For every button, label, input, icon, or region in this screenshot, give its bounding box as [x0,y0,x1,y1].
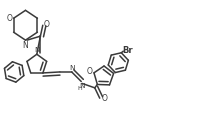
Text: N: N [23,41,28,50]
Text: O: O [87,67,93,76]
Text: N: N [34,47,40,53]
Text: O: O [6,14,12,23]
Text: O: O [43,20,49,29]
Text: Br: Br [122,46,133,55]
Text: H: H [77,86,82,91]
Text: O: O [101,94,107,103]
Text: N: N [80,83,85,89]
Text: N: N [70,65,75,71]
